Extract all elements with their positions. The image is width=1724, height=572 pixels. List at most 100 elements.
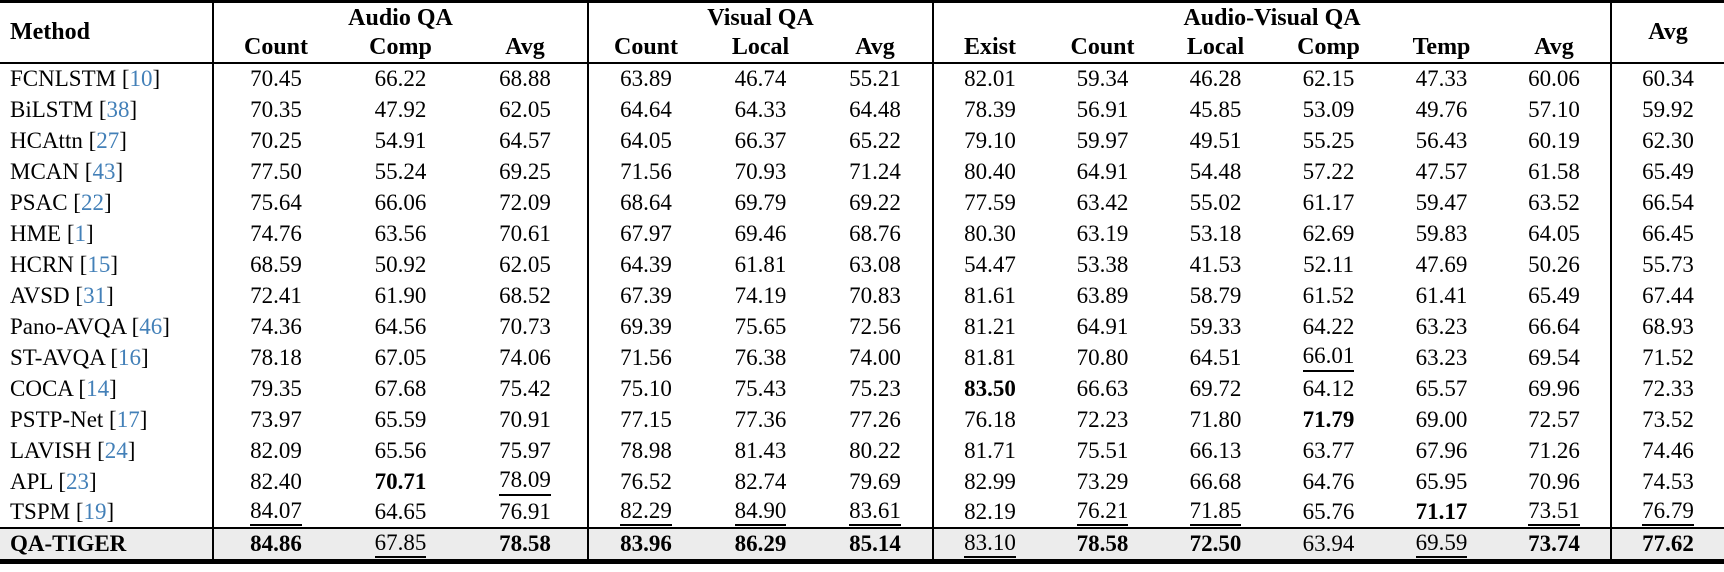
score-cell: 64.33	[703, 94, 818, 125]
method-cell: LAVISH [24]	[0, 435, 213, 466]
citation-link[interactable]: 10	[129, 66, 153, 91]
citation-bracket-open: [	[110, 344, 119, 370]
citation-link[interactable]: 14	[86, 375, 110, 401]
score-value: 80.22	[849, 437, 901, 463]
citation-link[interactable]: 19	[83, 499, 107, 524]
score-cell: 69.59	[1385, 528, 1498, 561]
score-value: 54.47	[964, 251, 1016, 277]
score-cell: 71.79	[1272, 404, 1385, 435]
citation-link[interactable]: 23	[66, 468, 90, 494]
score-cell: 47.57	[1385, 156, 1498, 187]
score-cell: 84.86	[212, 528, 338, 561]
score-cell: 64.56	[338, 311, 463, 342]
score-value: 64.91	[1076, 313, 1129, 339]
table-row: ST-AVQA [16] 78.18 67.05 74.06 71.56 76.38 74.…	[0, 342, 1724, 373]
score-value: 62.15	[1302, 66, 1355, 91]
score-cell: 72.50	[1159, 528, 1272, 561]
citation-bracket-open: [	[131, 313, 140, 339]
score-value: 75.10	[620, 375, 672, 401]
score-value: 63.23	[1415, 344, 1468, 370]
score-value: 47.69	[1415, 251, 1468, 277]
citation-link[interactable]: 46	[139, 313, 163, 339]
header-group-row: Method Audio QA Visual QA Audio-Visual Q…	[0, 1, 1724, 63]
citation-link[interactable]: 1	[74, 220, 87, 246]
score-cell: 78.09	[463, 466, 588, 497]
citation-bracket-open: [	[98, 96, 107, 122]
score-value: 59.97	[1076, 127, 1129, 153]
score-value: 56.43	[1415, 127, 1468, 153]
score-value: 79.35	[250, 375, 302, 401]
score-value: 76.21	[1076, 498, 1129, 527]
score-value: 74.19	[734, 282, 787, 308]
citation-link[interactable]: 15	[87, 251, 111, 277]
score-cell: 82.99	[932, 466, 1047, 497]
score-value: 82.01	[964, 66, 1016, 91]
score-cell: 71.56	[587, 342, 704, 373]
score-value: 71.17	[1415, 499, 1468, 524]
score-cell: 68.52	[463, 280, 588, 311]
table-row: PSTP-Net [17] 73.97 65.59 70.91 77.15 77.36 77…	[0, 404, 1724, 435]
score-cell: 75.51	[1046, 435, 1159, 466]
score-value: 66.63	[1076, 375, 1129, 401]
score-cell: 70.61	[463, 218, 588, 249]
citation-bracket-close: ]	[106, 499, 115, 524]
table-row: BiLSTM [38] 70.35 47.92 62.05 64.64 64.33 64.4…	[0, 94, 1724, 125]
subheader-av-local: Local	[1186, 34, 1245, 60]
score-cell: 70.71	[338, 466, 463, 497]
citation-link[interactable]: 27	[96, 127, 120, 153]
group-header-visual-qa: Visual QA	[587, 1, 934, 33]
score-cell: 60.19	[1498, 125, 1611, 156]
citation-link[interactable]: 24	[104, 437, 128, 463]
table-row: HME [1] 74.76 63.56 70.61 67.97 69.46 68.76 80.…	[0, 218, 1724, 249]
citation-bracket-open: [	[121, 66, 130, 91]
citation-link[interactable]: 38	[106, 96, 130, 122]
method-cell: BiLSTM [38]	[0, 94, 213, 125]
score-cell: 55.24	[338, 156, 463, 187]
score-cell: 63.23	[1385, 342, 1498, 373]
score-value: 67.85	[374, 530, 427, 558]
score-cell: 63.08	[818, 249, 933, 280]
score-value: 61.17	[1302, 189, 1355, 215]
score-value: 79.10	[964, 127, 1016, 153]
score-value: 73.52	[1642, 406, 1694, 432]
score-cell: 77.62	[1610, 528, 1724, 561]
score-value: 81.21	[964, 313, 1016, 339]
score-value: 67.68	[374, 375, 427, 401]
citation-link[interactable]: 22	[80, 189, 104, 215]
score-value: 81.81	[964, 344, 1016, 370]
score-value: 64.57	[499, 127, 551, 153]
score-value: 67.05	[374, 344, 427, 370]
score-cell: 75.43	[703, 373, 818, 404]
score-value: 65.22	[849, 127, 901, 153]
score-cell: 53.18	[1159, 218, 1272, 249]
score-value: 53.09	[1302, 96, 1355, 122]
score-value: 55.73	[1642, 251, 1694, 277]
score-cell: 66.06	[338, 187, 463, 218]
score-value: 47.92	[374, 96, 427, 122]
score-value: 52.11	[1303, 251, 1354, 277]
score-value: 62.69	[1302, 220, 1355, 246]
score-cell: 74.46	[1610, 435, 1724, 466]
citation-link[interactable]: 17	[116, 406, 140, 432]
score-cell: 69.22	[818, 187, 933, 218]
score-value: 72.41	[250, 282, 302, 308]
score-cell: 55.21	[818, 63, 933, 94]
score-cell: 72.09	[463, 187, 588, 218]
table-row: AVSD [31] 72.41 61.90 68.52 67.39 74.19 70.83 8…	[0, 280, 1724, 311]
score-cell: 68.76	[818, 218, 933, 249]
score-cell: 82.74	[703, 466, 818, 497]
citation-link[interactable]: 31	[83, 282, 107, 308]
score-cell: 67.97	[587, 218, 704, 249]
citation-link[interactable]: 43	[92, 158, 116, 184]
score-value: 69.79	[734, 189, 787, 215]
subheader-visual-avg: Avg	[855, 34, 895, 60]
score-cell: 82.19	[932, 497, 1047, 528]
score-value: 55.24	[374, 158, 427, 184]
score-cell: 41.53	[1159, 249, 1272, 280]
method-name: HME	[10, 220, 62, 246]
score-cell: 64.91	[1046, 156, 1159, 187]
score-value: 81.43	[734, 437, 787, 463]
citation-link[interactable]: 16	[118, 344, 142, 370]
score-cell: 73.52	[1610, 404, 1724, 435]
score-cell: 81.61	[932, 280, 1047, 311]
